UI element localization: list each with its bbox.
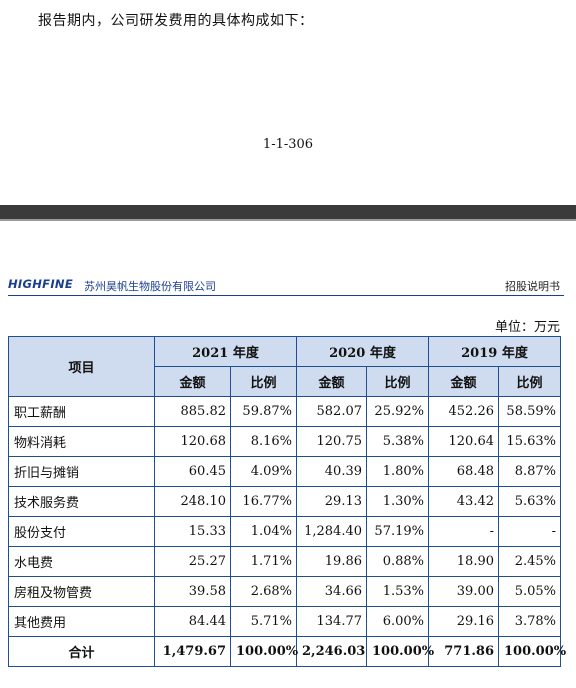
- amount-cell: 19.86: [296, 546, 367, 577]
- table-row: 股份支付 15.33 1.04% 1,284.40 57.19% - -: [8, 516, 561, 547]
- ratio-cell: 57.19%: [366, 516, 429, 547]
- page-header: HIGHFINE 苏州昊帆生物股份有限公司 招股说明书: [8, 277, 564, 293]
- ratio-cell: 5.05%: [498, 576, 561, 607]
- total-label: 合计: [8, 636, 155, 667]
- amount-cell: 39.00: [428, 576, 499, 607]
- ratio-cell: -: [498, 516, 561, 547]
- ratio-cell: 58.59%: [498, 396, 561, 427]
- ratio-cell: 1.30%: [366, 486, 429, 517]
- amount-header: 金额: [296, 366, 367, 397]
- year-header: 2021 年度: [154, 336, 297, 367]
- ratio-cell: 1.71%: [230, 546, 297, 577]
- amount-cell: 34.66: [296, 576, 367, 607]
- row-item-name: 折旧与摊销: [8, 456, 155, 487]
- amount-cell: 1,284.40: [296, 516, 367, 547]
- ratio-cell: 59.87%: [230, 396, 297, 427]
- ratio-header: 比例: [498, 366, 561, 397]
- amount-cell: 40.39: [296, 456, 367, 487]
- page-separator: [0, 205, 576, 219]
- amount-cell: 2,246.03: [296, 636, 367, 667]
- item-header: 项目: [8, 336, 155, 397]
- ratio-cell: 5.63%: [498, 486, 561, 517]
- rd-expense-table: 项目 2021 年度 2020 年度 2019 年度 金额 比例 金额 比例 金…: [8, 336, 566, 667]
- company-name: 苏州昊帆生物股份有限公司: [84, 280, 216, 293]
- amount-cell: 120.75: [296, 426, 367, 457]
- table-row: 技术服务费 248.10 16.77% 29.13 1.30% 43.42 5.63%: [8, 486, 561, 517]
- amount-cell: 25.27: [154, 546, 231, 577]
- ratio-cell: 100.00%: [498, 636, 566, 667]
- amount-cell: 60.45: [154, 456, 231, 487]
- ratio-cell: 100.00%: [366, 636, 434, 667]
- document-type: 招股说明书: [505, 280, 560, 293]
- amount-header: 金额: [428, 366, 499, 397]
- row-item-name: 职工薪酬: [8, 396, 155, 427]
- amount-cell: 120.64: [428, 426, 499, 457]
- intro-paragraph: 报告期内，公司研发费用的具体构成如下：: [38, 13, 314, 29]
- header-rule: [8, 295, 564, 296]
- table-row: 其他费用 84.44 5.71% 134.77 6.00% 29.16 3.78%: [8, 606, 561, 637]
- table-header-row: 项目 2021 年度 2020 年度 2019 年度: [8, 336, 561, 397]
- year-header: 2019 年度: [428, 336, 561, 367]
- amount-cell: 84.44: [154, 606, 231, 637]
- ratio-cell: 3.78%: [498, 606, 561, 637]
- row-item-name: 股份支付: [8, 516, 155, 547]
- ratio-cell: 5.71%: [230, 606, 297, 637]
- ratio-cell: 15.63%: [498, 426, 561, 457]
- row-item-name: 房租及物管费: [8, 576, 155, 607]
- ratio-cell: 8.16%: [230, 426, 297, 457]
- amount-cell: 1,479.67: [154, 636, 231, 667]
- company-logo: HIGHFINE: [8, 277, 73, 291]
- amount-header: 金额: [154, 366, 231, 397]
- table-row: 房租及物管费 39.58 2.68% 34.66 1.53% 39.00 5.05%: [8, 576, 561, 607]
- amount-cell: -: [428, 516, 499, 547]
- ratio-cell: 6.00%: [366, 606, 429, 637]
- page-separator-shadow: [0, 219, 576, 221]
- unit-label: 单位：万元: [494, 320, 560, 335]
- ratio-cell: 1.53%: [366, 576, 429, 607]
- ratio-cell: 1.80%: [366, 456, 429, 487]
- ratio-cell: 4.09%: [230, 456, 297, 487]
- amount-cell: 43.42: [428, 486, 499, 517]
- amount-cell: 68.48: [428, 456, 499, 487]
- ratio-cell: 5.38%: [366, 426, 429, 457]
- table-total-row: 合计 1,479.67 100.00% 2,246.03 100.00% 771.86 10…: [8, 636, 566, 667]
- amount-cell: 452.26: [428, 396, 499, 427]
- row-item-name: 水电费: [8, 546, 155, 577]
- table-row: 折旧与摊销 60.45 4.09% 40.39 1.80% 68.48 8.87%: [8, 456, 561, 487]
- amount-cell: 134.77: [296, 606, 367, 637]
- amount-cell: 29.13: [296, 486, 367, 517]
- ratio-cell: 16.77%: [230, 486, 297, 517]
- table-row: 物料消耗 120.68 8.16% 120.75 5.38% 120.64 15.63%: [8, 426, 561, 457]
- row-item-name: 技术服务费: [8, 486, 155, 517]
- ratio-cell: 8.87%: [498, 456, 561, 487]
- table-row: 水电费 25.27 1.71% 19.86 0.88% 18.90 2.45%: [8, 546, 561, 577]
- ratio-header: 比例: [230, 366, 297, 397]
- ratio-header: 比例: [366, 366, 429, 397]
- amount-cell: 248.10: [154, 486, 231, 517]
- ratio-cell: 2.45%: [498, 546, 561, 577]
- amount-cell: 29.16: [428, 606, 499, 637]
- amount-cell: 582.07: [296, 396, 367, 427]
- ratio-cell: 1.04%: [230, 516, 297, 547]
- row-item-name: 物料消耗: [8, 426, 155, 457]
- amount-cell: 885.82: [154, 396, 231, 427]
- table-subheader-row: 金额 比例 金额 比例 金额 比例: [9, 366, 561, 397]
- row-item-name: 其他费用: [8, 606, 155, 637]
- amount-cell: 18.90: [428, 546, 499, 577]
- ratio-cell: 2.68%: [230, 576, 297, 607]
- amount-cell: 15.33: [154, 516, 231, 547]
- ratio-cell: 100.00%: [230, 636, 298, 667]
- table-row: 职工薪酬 885.82 59.87% 582.07 25.92% 452.26 58.59%: [8, 396, 561, 427]
- ratio-cell: 25.92%: [366, 396, 429, 427]
- amount-cell: 39.58: [154, 576, 231, 607]
- ratio-cell: 0.88%: [366, 546, 429, 577]
- year-header: 2020 年度: [296, 336, 429, 367]
- page-number: 1-1-306: [262, 137, 314, 152]
- amount-cell: 120.68: [154, 426, 231, 457]
- amount-cell: 771.86: [428, 636, 499, 667]
